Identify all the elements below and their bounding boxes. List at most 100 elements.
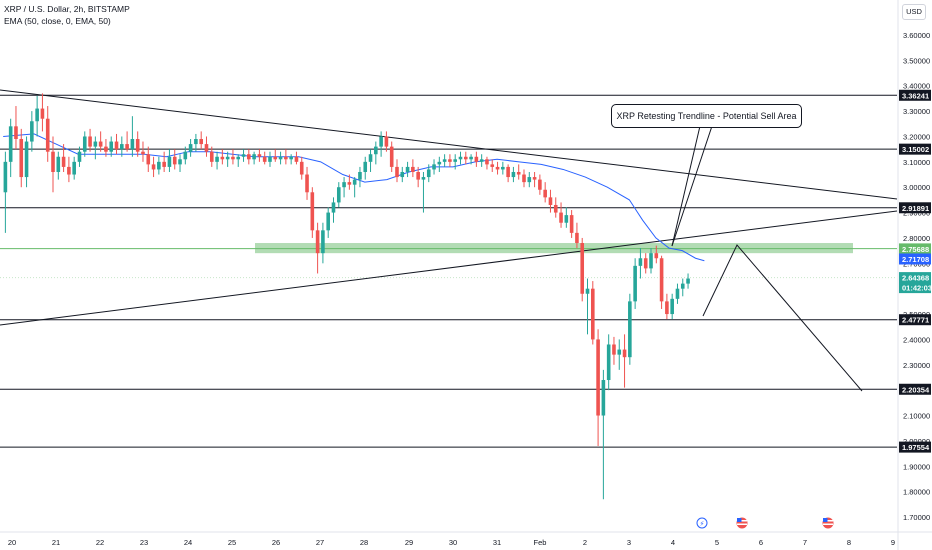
- candle-body: [379, 136, 383, 147]
- candle-body: [172, 156, 177, 165]
- us-flag-stripe: [823, 520, 833, 522]
- candle-body: [183, 151, 188, 160]
- callout-pointer-right: [671, 125, 713, 247]
- descending-trendline: [0, 89, 898, 200]
- chart-legend-symbol: XRP / U.S. Dollar, 2h, BITSTAMP: [4, 4, 130, 14]
- candle-body: [490, 164, 495, 167]
- price-label-text: 2.47771: [902, 316, 929, 325]
- candle-body: [458, 156, 463, 160]
- candle-body: [606, 344, 611, 381]
- candle-body: [553, 204, 558, 213]
- x-tick-label: 9: [891, 538, 895, 547]
- candle-body: [40, 108, 45, 119]
- projection-path: [702, 244, 863, 392]
- candle-body: [559, 212, 563, 223]
- candle-body: [622, 349, 627, 358]
- candle-body: [56, 156, 61, 172]
- candle-body: [188, 144, 193, 152]
- candle-body: [680, 283, 685, 289]
- candle-body: [14, 126, 18, 140]
- candle-body: [432, 164, 436, 170]
- candle-body: [511, 171, 516, 178]
- candle-body: [617, 349, 622, 355]
- candle-body: [358, 171, 362, 180]
- candle-body: [67, 166, 71, 175]
- candle-body: [453, 159, 458, 162]
- candle-body: [88, 136, 92, 147]
- candle-body: [3, 161, 8, 193]
- candle-body: [659, 258, 664, 302]
- candle-body: [162, 161, 166, 167]
- candle-body: [220, 156, 225, 160]
- candle-body: [331, 202, 336, 213]
- candle-body: [347, 182, 352, 185]
- candle-body: [437, 161, 442, 165]
- x-tick-label: 25: [228, 538, 236, 547]
- candle-body: [19, 139, 24, 178]
- y-tick-label: 3.50000: [903, 56, 930, 65]
- currency-button[interactable]: USD: [902, 4, 926, 20]
- candle-body: [315, 230, 320, 254]
- candle-body: [93, 141, 98, 147]
- y-tick-label: 1.90000: [903, 462, 930, 471]
- candle-body: [336, 187, 341, 203]
- candle-body: [469, 156, 473, 160]
- candle-body: [612, 344, 616, 355]
- y-tick-label: 3.10000: [903, 158, 930, 167]
- x-tick-label: 23: [140, 538, 148, 547]
- candle-body: [601, 380, 606, 416]
- candle-body: [82, 136, 87, 152]
- x-tick-label: 30: [449, 538, 457, 547]
- candle-body: [151, 164, 156, 170]
- y-tick-label: 3.30000: [903, 107, 930, 116]
- candle-body: [426, 169, 431, 178]
- price-label-box: [899, 253, 931, 265]
- x-tick-label: Feb: [534, 538, 547, 547]
- price-label-box: [899, 282, 931, 294]
- candle-body: [262, 156, 267, 162]
- x-tick-label: 24: [184, 538, 192, 547]
- candle-body: [448, 159, 452, 162]
- candle-body: [501, 166, 505, 170]
- candle-body: [638, 258, 643, 266]
- ema-line: [3, 133, 705, 262]
- price-label-text: 2.71708: [902, 255, 929, 264]
- candle-body: [8, 126, 13, 162]
- candle-body: [474, 156, 479, 162]
- candle-body: [543, 189, 547, 198]
- candle-body: [538, 179, 542, 190]
- candle-body: [485, 159, 489, 165]
- us-flag-canton: [737, 518, 742, 522]
- candle-body: [479, 159, 484, 162]
- candle-body: [564, 215, 569, 223]
- x-tick-label: 8: [847, 538, 851, 547]
- price-label-text: 01:42:03: [902, 284, 932, 293]
- candle-body: [141, 151, 145, 155]
- candle-body: [51, 151, 55, 172]
- candle-body: [326, 212, 330, 231]
- price-label-text: 3.15002: [902, 145, 929, 154]
- candle-body: [104, 146, 108, 152]
- chart-legend-ema: EMA (50, close, 0, EMA, 50): [4, 16, 111, 26]
- candle-body: [215, 156, 219, 162]
- price-label-text: 2.64368: [902, 274, 929, 283]
- candle-body: [686, 278, 690, 284]
- y-tick-label: 3.20000: [903, 132, 930, 141]
- candle-body: [125, 144, 129, 150]
- candle-body: [120, 144, 124, 150]
- candle-body: [45, 118, 50, 152]
- candle-body: [241, 154, 246, 157]
- candle-body: [675, 288, 680, 299]
- x-tick-label: 7: [803, 538, 807, 547]
- callout-pointer-left: [671, 125, 701, 247]
- callout-annotation[interactable]: XRP Retesting Trendline - Potential Sell…: [611, 104, 802, 128]
- candle-body: [411, 166, 415, 172]
- candle-body: [342, 182, 346, 188]
- candle-body: [178, 159, 182, 165]
- candle-body: [416, 171, 420, 180]
- candle-body: [35, 108, 39, 122]
- price-label-box: [899, 202, 931, 214]
- candle-body: [135, 139, 140, 152]
- y-tick-label: 2.00000: [903, 437, 930, 446]
